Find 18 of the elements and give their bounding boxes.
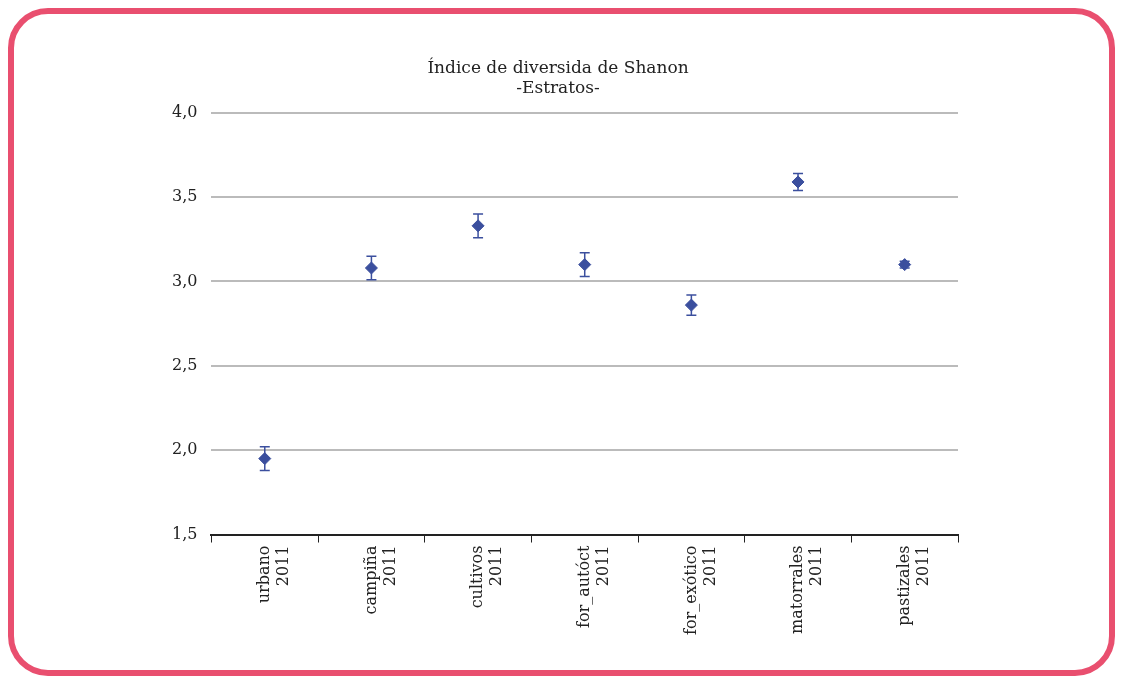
point bbox=[364, 261, 378, 275]
point bbox=[684, 298, 698, 312]
y-tick-label: 1,5 bbox=[171, 523, 198, 543]
y-tick-label: 3,0 bbox=[171, 270, 198, 290]
y-tick-label: 2,0 bbox=[171, 439, 198, 459]
x-tick-label: campiña 2011 bbox=[360, 545, 399, 615]
y-tick-label: 2,5 bbox=[171, 354, 198, 374]
y-tick-label: 3,5 bbox=[171, 186, 198, 206]
x-tick-label: matorrales 2011 bbox=[787, 545, 826, 634]
x-tick-label: for_exótico 2011 bbox=[680, 545, 719, 635]
x-tick-label: urbano 2011 bbox=[253, 545, 293, 604]
point bbox=[578, 258, 592, 272]
text: Índice de diversida de Shanon bbox=[427, 56, 689, 77]
x-tick-label: cultivos 2011 bbox=[467, 545, 506, 609]
x-tick-label: pastizales 2011 bbox=[893, 545, 933, 626]
x-tick-label: for_autóct 2011 bbox=[573, 544, 613, 629]
y-tick-label: 4,0 bbox=[171, 101, 198, 121]
text: -Estratos- bbox=[516, 77, 600, 98]
